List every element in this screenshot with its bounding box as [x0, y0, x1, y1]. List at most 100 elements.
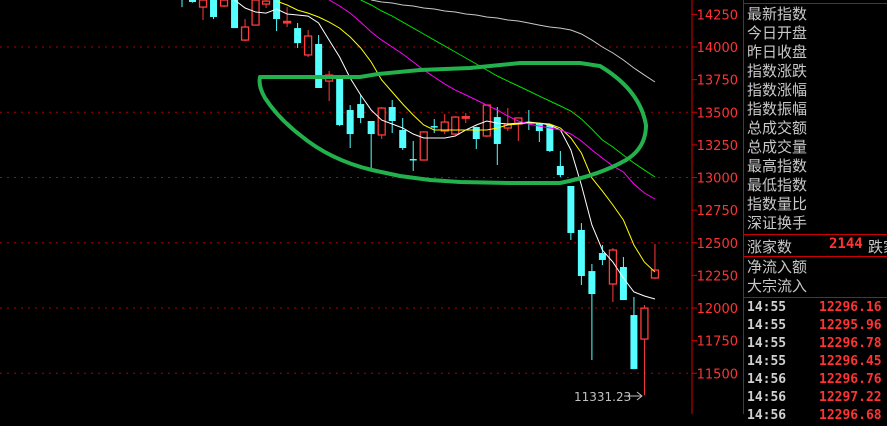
tick-price: 12297.22 — [819, 390, 882, 405]
candle-body — [261, 0, 271, 5]
candle-up — [650, 244, 660, 280]
rise-label: 涨家数 — [747, 238, 793, 256]
candle-up — [303, 30, 313, 58]
candle-down — [189, 0, 197, 3]
candle-down — [525, 110, 533, 130]
candlestick-chart[interactable]: 14250 14000 13750 13500 13250 13000 12750 12500… — [0, 0, 744, 414]
candle-body — [219, 0, 229, 7]
candle-down — [577, 223, 585, 286]
stat-label: 深证换手 — [747, 214, 808, 232]
tick-time: 14:55 — [747, 318, 787, 333]
rise-count: 2144 — [829, 236, 863, 252]
candle-up — [198, 0, 208, 20]
divider — [744, 256, 887, 257]
candle-body — [567, 185, 575, 233]
candle-up — [608, 247, 618, 302]
moving-average-line — [328, 0, 656, 200]
candle-down — [567, 185, 575, 241]
tick-row: 14:55 12295.96 — [744, 318, 887, 336]
tick-row: 14:56 12296.76 — [744, 372, 887, 390]
candle-up — [419, 131, 428, 161]
tick-time: 14:55 — [747, 354, 787, 369]
candle-down — [315, 34, 323, 88]
tick-price: 12296.16 — [819, 300, 882, 315]
tick-row: 14:56 12297.22 — [744, 390, 887, 408]
candle-down — [273, 0, 281, 32]
stat-label: 最高指数 — [747, 157, 808, 175]
advance-decline-row: 涨家数 2144 跌家 — [747, 236, 887, 256]
price-axis: 14250 14000 13750 13500 13250 13000 12750 12500… — [691, 0, 738, 414]
candle-body — [430, 126, 438, 128]
candle-body — [367, 120, 375, 135]
candle-down — [588, 264, 596, 361]
candle-body — [399, 129, 407, 149]
candle-down — [210, 0, 218, 20]
stat-label: 指数量比 — [747, 195, 808, 213]
axis-tick-label: 12500 — [697, 237, 738, 252]
candle-body — [630, 315, 638, 370]
candle-down — [294, 22, 302, 49]
candle-body — [546, 125, 554, 152]
moving-average-line — [360, 0, 656, 178]
candle-down — [546, 124, 554, 153]
candle-body — [388, 107, 396, 121]
tick-time: 14:55 — [747, 336, 787, 351]
candle-down — [336, 78, 344, 127]
axis-tick-label: 13500 — [697, 106, 738, 121]
candle-body — [640, 307, 649, 340]
candle-body — [556, 166, 564, 176]
candle-down — [556, 151, 564, 177]
candle-body — [282, 20, 292, 24]
stat-label: 总成交量 — [747, 138, 808, 156]
axis-tick-label: 12000 — [697, 302, 738, 317]
candle-down — [399, 117, 407, 150]
candle-down — [630, 297, 638, 370]
axis-tick-label: 11500 — [697, 367, 738, 382]
candle-body — [619, 267, 627, 301]
axis-tick-label: 13250 — [697, 139, 738, 154]
candle-down — [493, 107, 501, 165]
candle-body — [650, 269, 660, 279]
candle-down — [367, 120, 375, 171]
tick-time: 14:56 — [747, 372, 787, 387]
candle-body — [189, 0, 197, 2]
candle-down — [357, 95, 365, 124]
tick-price: 12295.96 — [819, 318, 882, 333]
stat-label: 最低指数 — [747, 176, 808, 194]
candle-up — [240, 19, 250, 41]
net-inflow-label: 净流入额 — [747, 258, 808, 276]
candle-up — [461, 113, 470, 124]
low-price-label: 11331.23 — [574, 390, 631, 404]
hand-drawn-annotation-ellipse — [257, 61, 649, 185]
candle-body — [198, 0, 208, 8]
tick-time: 14:56 — [747, 390, 787, 405]
index-info-panel: 最新指数 今日开盘 昨日收盘 指数涨跌 指数涨幅 指数振幅 总成交额 总成交量 最高指数 最低指数… — [743, 0, 887, 423]
candle-body — [461, 116, 470, 119]
candle-body — [357, 104, 365, 118]
candle-body — [535, 123, 543, 132]
candle-down — [181, 0, 183, 8]
candle-body — [451, 116, 460, 135]
fall-label: 跌家 — [868, 238, 887, 256]
candle-body — [346, 110, 354, 135]
tick-time: 14:56 — [747, 408, 787, 423]
candle-body — [598, 253, 606, 260]
tick-time: 14:55 — [747, 300, 787, 315]
tick-row: 14:55 12296.78 — [744, 336, 887, 354]
axis-tick-label: 13000 — [697, 172, 738, 187]
candle-body — [315, 43, 323, 88]
moving-average-line — [371, 0, 656, 83]
candle-body — [294, 28, 302, 44]
stat-label: 最新指数 — [747, 5, 808, 23]
candle-body — [240, 26, 250, 41]
candle-body — [588, 271, 596, 295]
candle-down — [346, 105, 354, 149]
candle-down — [598, 244, 606, 266]
tick-list[interactable]: 14:55 12296.16 14:55 12295.96 14:55 12296.78 1… — [744, 300, 887, 426]
axis-tick-label: 12750 — [697, 204, 738, 219]
inflow-section: 净流入额 大宗流入 — [747, 258, 807, 296]
candle-body — [409, 158, 417, 161]
stat-label: 昨日收盘 — [747, 43, 808, 61]
candle-body — [440, 121, 449, 132]
tick-row: 14:55 12296.16 — [744, 300, 887, 318]
